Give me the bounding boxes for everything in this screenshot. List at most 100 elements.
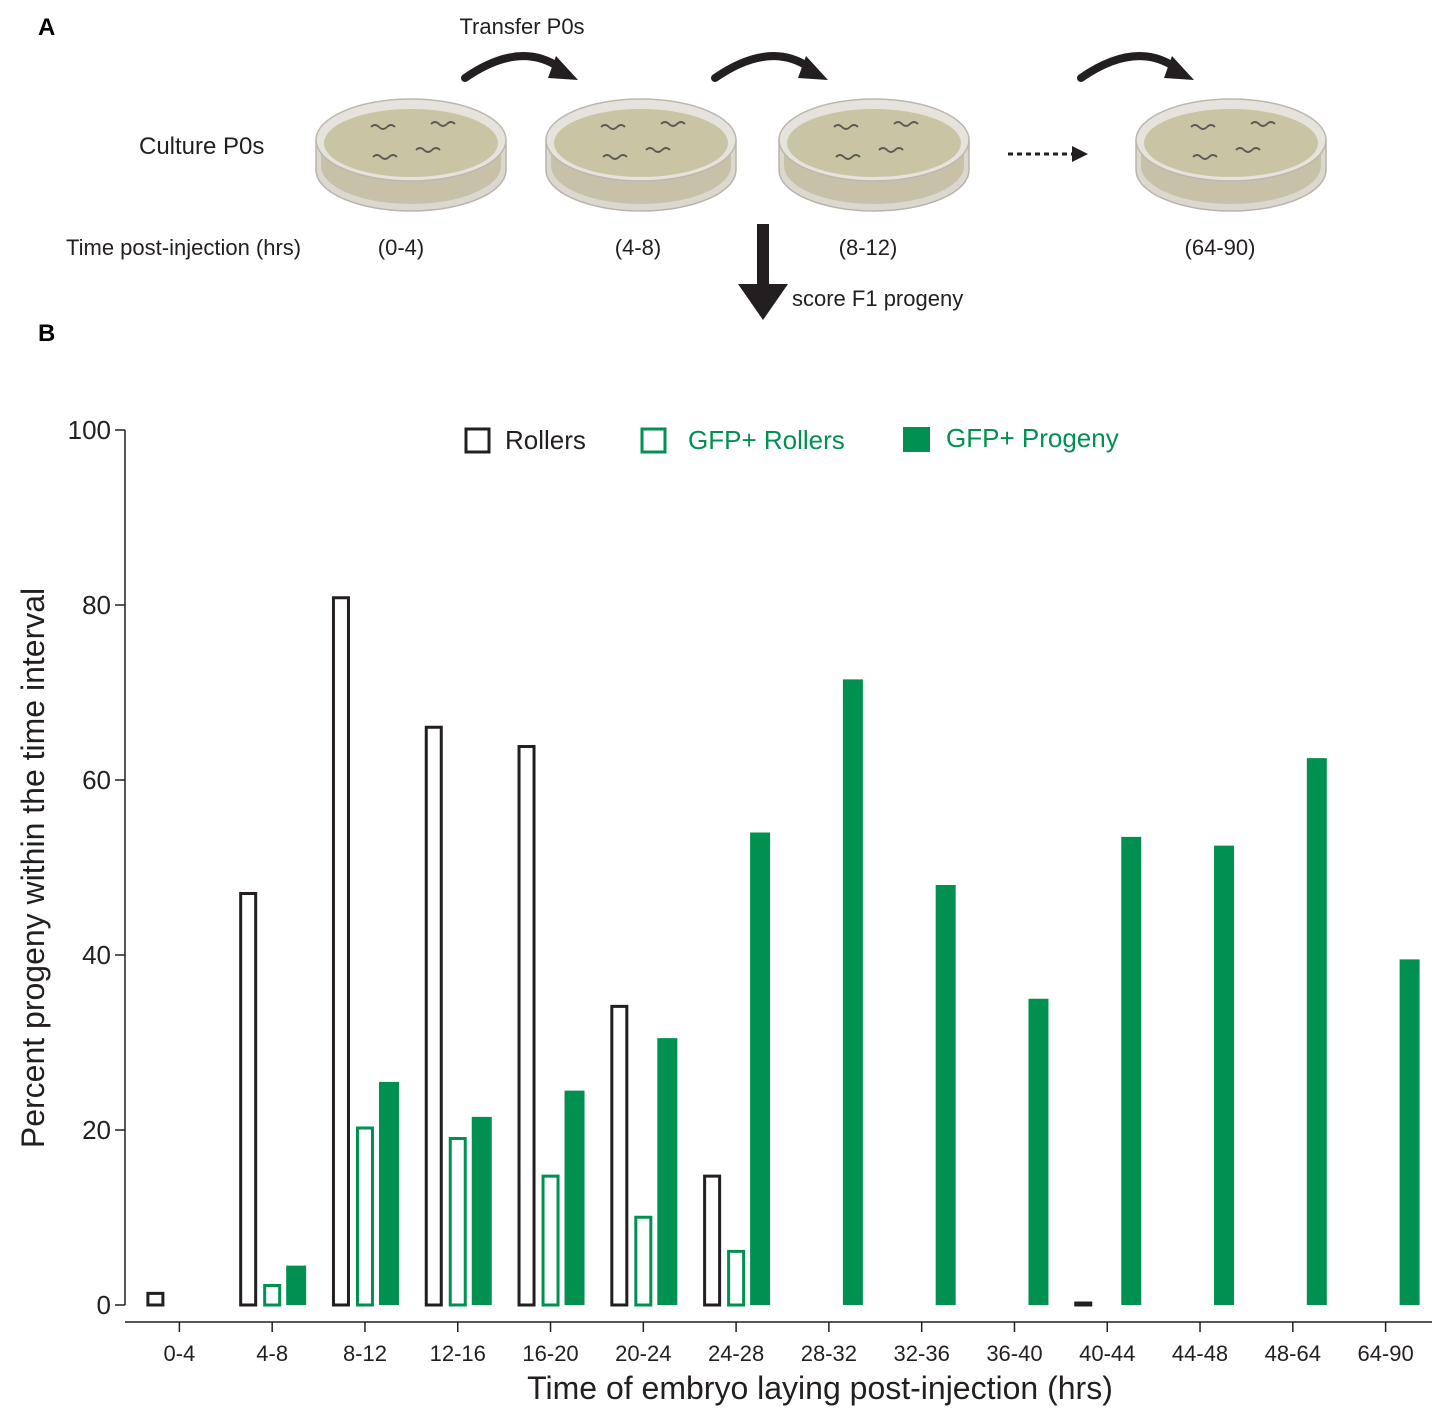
worm-icon bbox=[833, 124, 859, 130]
worm-icon bbox=[645, 147, 671, 153]
worm-icon bbox=[430, 121, 456, 127]
panel-a: A Transfer P0s Culture P0s Time post-inj… bbox=[38, 14, 1327, 320]
bar-gfp-progeny bbox=[750, 832, 771, 1305]
worm-icon bbox=[602, 154, 628, 160]
panel-b: B Rollers GFP+ Rollers GFP+ Progeny Time… bbox=[15, 320, 1432, 1406]
bar-gfp-progeny bbox=[1214, 845, 1235, 1305]
bar-gfp-progeny bbox=[1028, 998, 1049, 1305]
bar-rollers bbox=[610, 1004, 629, 1307]
dish-agar bbox=[1144, 109, 1318, 177]
bars bbox=[146, 596, 1420, 1307]
bar-gfp-progeny bbox=[1306, 758, 1327, 1305]
x-tick-label: 24-28 bbox=[708, 1341, 764, 1366]
x-tick-label: 16-20 bbox=[522, 1341, 578, 1366]
bar-rollers bbox=[703, 1174, 722, 1307]
legend-label-gfp-progeny: GFP+ Progeny bbox=[946, 423, 1119, 453]
x-tick-label: 8-12 bbox=[343, 1341, 387, 1366]
worm-icon bbox=[1190, 124, 1216, 130]
transfer-arrow-2 bbox=[711, 52, 814, 82]
dish-agar bbox=[554, 109, 728, 177]
worm-icon bbox=[1235, 147, 1261, 153]
legend-swatch-gfp-rollers bbox=[640, 427, 667, 454]
bar-gfp-rollers bbox=[541, 1174, 560, 1307]
plates: (0-4) (4-8) (8-12) (64-90) bbox=[315, 98, 1327, 260]
x-tick-label: 44-48 bbox=[1172, 1341, 1228, 1366]
score-label: score F1 progeny bbox=[792, 286, 963, 311]
axes: 0 20 40 60 80 100 0-4 4-8 8-12 12-16 16-20 20-24 24-… bbox=[68, 415, 1432, 1366]
panel-a-letter: A bbox=[38, 14, 55, 41]
bar-gfp-rollers bbox=[355, 1126, 374, 1307]
plate-interval-label: (8-12) bbox=[839, 235, 898, 260]
score-arrow-head bbox=[738, 284, 788, 320]
y-axis-title: Percent progeny within the time interval bbox=[15, 588, 51, 1148]
y-tick-label: 20 bbox=[82, 1115, 111, 1145]
dotted-continuation-arrowhead bbox=[1072, 146, 1088, 162]
transfer-arrowhead-1 bbox=[548, 56, 578, 80]
x-tick-label: 4-8 bbox=[256, 1341, 288, 1366]
bar-gfp-progeny bbox=[378, 1081, 399, 1305]
transfer-arrow-1 bbox=[461, 52, 564, 82]
y-tick-label: 100 bbox=[68, 415, 111, 445]
x-tick-label: 0-4 bbox=[163, 1341, 195, 1366]
petri-dish bbox=[1135, 98, 1327, 212]
worm-icon bbox=[660, 121, 686, 127]
legend-label-gfp-rollers: GFP+ Rollers bbox=[688, 425, 845, 455]
x-tick-label: 32-36 bbox=[894, 1341, 950, 1366]
petri-dish bbox=[778, 98, 970, 212]
bar-rollers bbox=[331, 596, 350, 1307]
bar-rollers bbox=[239, 892, 258, 1307]
x-tick-label: 12-16 bbox=[430, 1341, 486, 1366]
bar-gfp-progeny bbox=[564, 1090, 585, 1305]
legend-swatch-rollers bbox=[464, 427, 491, 454]
x-tick-label: 28-32 bbox=[801, 1341, 857, 1366]
plate-interval-label: (0-4) bbox=[378, 235, 424, 260]
panel-b-letter: B bbox=[38, 320, 55, 347]
x-tick-label: 40-44 bbox=[1079, 1341, 1135, 1366]
worm-icon bbox=[370, 124, 396, 130]
bar-gfp-rollers bbox=[263, 1284, 282, 1307]
y-tick-label: 60 bbox=[82, 765, 111, 795]
bar-gfp-rollers bbox=[448, 1137, 467, 1307]
x-tick-label: 64-90 bbox=[1357, 1341, 1413, 1366]
bar-gfp-progeny bbox=[1121, 836, 1142, 1305]
transfer-arrow-3 bbox=[1077, 52, 1180, 82]
transfer-arrowhead-3 bbox=[1164, 56, 1194, 80]
worm-icon bbox=[893, 121, 919, 127]
plate-interval-label: (64-90) bbox=[1185, 235, 1256, 260]
transfer-label: Transfer P0s bbox=[459, 14, 584, 39]
y-tick-label: 0 bbox=[97, 1290, 111, 1320]
worm-icon bbox=[835, 154, 861, 160]
worm-icon bbox=[1192, 154, 1218, 160]
bar-rollers bbox=[517, 745, 536, 1307]
legend-label-rollers: Rollers bbox=[505, 425, 586, 455]
transfer-arrowhead-2 bbox=[798, 56, 828, 80]
worm-icon bbox=[415, 147, 441, 153]
bar-rollers bbox=[424, 725, 443, 1307]
plate-interval-label: (4-8) bbox=[615, 235, 661, 260]
bar-gfp-progeny bbox=[286, 1265, 307, 1305]
x-tick-label: 48-64 bbox=[1265, 1341, 1321, 1366]
x-tick-label: 36-40 bbox=[986, 1341, 1042, 1366]
worm-icon bbox=[372, 154, 398, 160]
legend: Rollers GFP+ Rollers GFP+ Progeny bbox=[464, 423, 1119, 455]
petri-dish bbox=[545, 98, 737, 212]
x-tick-label: 20-24 bbox=[615, 1341, 671, 1366]
transfer-arrows bbox=[461, 52, 1194, 82]
bar-gfp-progeny bbox=[657, 1038, 678, 1305]
worm-icon bbox=[600, 124, 626, 130]
bar-rollers bbox=[146, 1291, 165, 1307]
dish-agar bbox=[787, 109, 961, 177]
bar-gfp-progeny bbox=[935, 885, 956, 1305]
worm-icon bbox=[878, 147, 904, 153]
bar-gfp-rollers bbox=[634, 1215, 653, 1307]
bar-gfp-rollers bbox=[727, 1249, 746, 1307]
legend-swatch-gfp-progeny bbox=[903, 427, 930, 452]
y-tick-label: 80 bbox=[82, 590, 111, 620]
bar-rollers bbox=[1074, 1301, 1093, 1307]
bar-gfp-progeny bbox=[842, 679, 863, 1305]
bar-gfp-progeny bbox=[471, 1116, 492, 1305]
petri-dish bbox=[315, 98, 507, 212]
time-post-injection-label: Time post-injection (hrs) bbox=[66, 235, 301, 260]
y-tick-label: 40 bbox=[82, 940, 111, 970]
